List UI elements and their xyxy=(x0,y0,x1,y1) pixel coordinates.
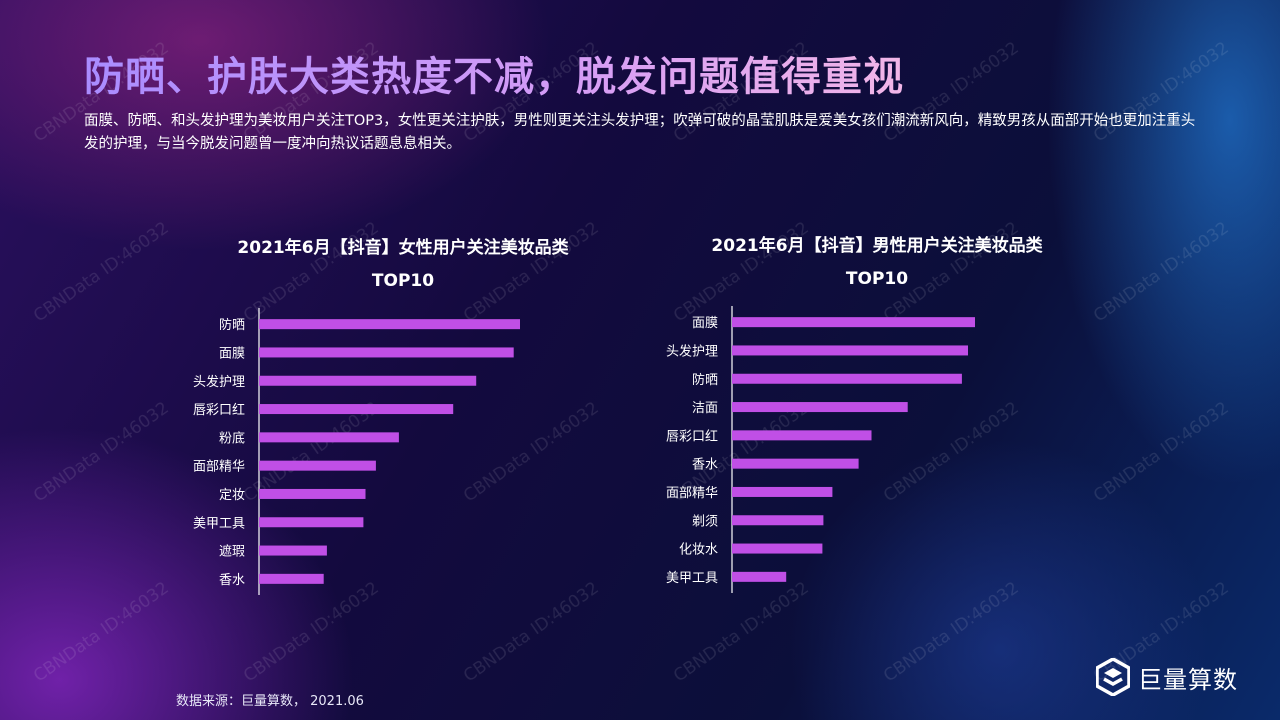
male-category-label: 洁面 xyxy=(692,401,718,416)
data-source: 数据来源：巨量算数， 2021.06 xyxy=(176,694,364,709)
female-bar xyxy=(259,404,454,415)
female-category-label: 香水 xyxy=(219,573,245,588)
male-chart-title: 2021年6月【抖音】男性用户关注美妆品类 TOP10 xyxy=(654,230,1100,296)
female-bar xyxy=(259,319,520,330)
male-bar xyxy=(732,515,824,526)
female-chart-title-line1: 2021年6月【抖音】女性用户关注美妆品类 xyxy=(237,238,569,258)
female-category-label: 面膜 xyxy=(219,346,245,361)
female-chart-title: 2021年6月【抖音】女性用户关注美妆品类 TOP10 xyxy=(180,232,626,298)
female-category-label: 头发护理 xyxy=(193,374,245,390)
page-title: 防晒、护肤大类热度不减，脱发问题值得重视 xyxy=(84,44,904,102)
female-category-label: 防晒 xyxy=(219,317,245,333)
male-category-label: 美甲工具 xyxy=(666,571,718,586)
female-bar xyxy=(259,375,477,386)
juliang-logo-icon xyxy=(1096,658,1130,696)
male-category-label: 香水 xyxy=(692,458,718,473)
male-category-label: 头发护理 xyxy=(666,343,718,359)
male-category-label: 防晒 xyxy=(692,372,718,388)
female-category-label: 唇彩口红 xyxy=(193,402,245,418)
female-category-label: 粉底 xyxy=(219,430,245,446)
male-category-label: 面部精华 xyxy=(666,486,718,501)
female-bar xyxy=(259,573,324,584)
male-bar xyxy=(732,317,975,328)
female-category-label: 遮瑕 xyxy=(219,544,245,560)
male-bar xyxy=(732,373,962,384)
male-category-label: 化妆水 xyxy=(679,543,718,558)
female-category-label: 面部精华 xyxy=(193,460,245,475)
female-bar xyxy=(259,488,366,499)
male-bar xyxy=(732,430,872,441)
male-bar xyxy=(732,571,787,582)
female-bar xyxy=(259,517,364,528)
logo-text: 巨量算数 xyxy=(1138,665,1238,694)
female-category-label: 定妆 xyxy=(219,488,245,503)
female-bar xyxy=(259,432,399,443)
page-description: 面膜、防晒、和头发护理为美妆用户关注TOP3，女性更关注护肤，男性则更关注头发护… xyxy=(84,113,1196,152)
male-category-label: 剃须 xyxy=(692,514,718,529)
male-category-label: 面膜 xyxy=(692,316,718,331)
female-chart-title-line2: TOP10 xyxy=(371,271,435,291)
male-chart-title-line2: TOP10 xyxy=(845,269,909,289)
male-category-label: 唇彩口红 xyxy=(666,428,718,444)
female-category-label: 美甲工具 xyxy=(193,516,245,531)
male-bar xyxy=(732,486,833,497)
male-bar xyxy=(732,402,908,413)
male-bar xyxy=(732,345,968,356)
female-bar xyxy=(259,460,376,471)
female-bar xyxy=(259,347,514,358)
female-bar xyxy=(259,545,327,556)
brand-logo: 巨量算数 xyxy=(1096,657,1238,697)
male-chart-title-line1: 2021年6月【抖音】男性用户关注美妆品类 xyxy=(711,236,1043,256)
male-bar xyxy=(732,458,859,469)
male-bar xyxy=(732,543,823,554)
